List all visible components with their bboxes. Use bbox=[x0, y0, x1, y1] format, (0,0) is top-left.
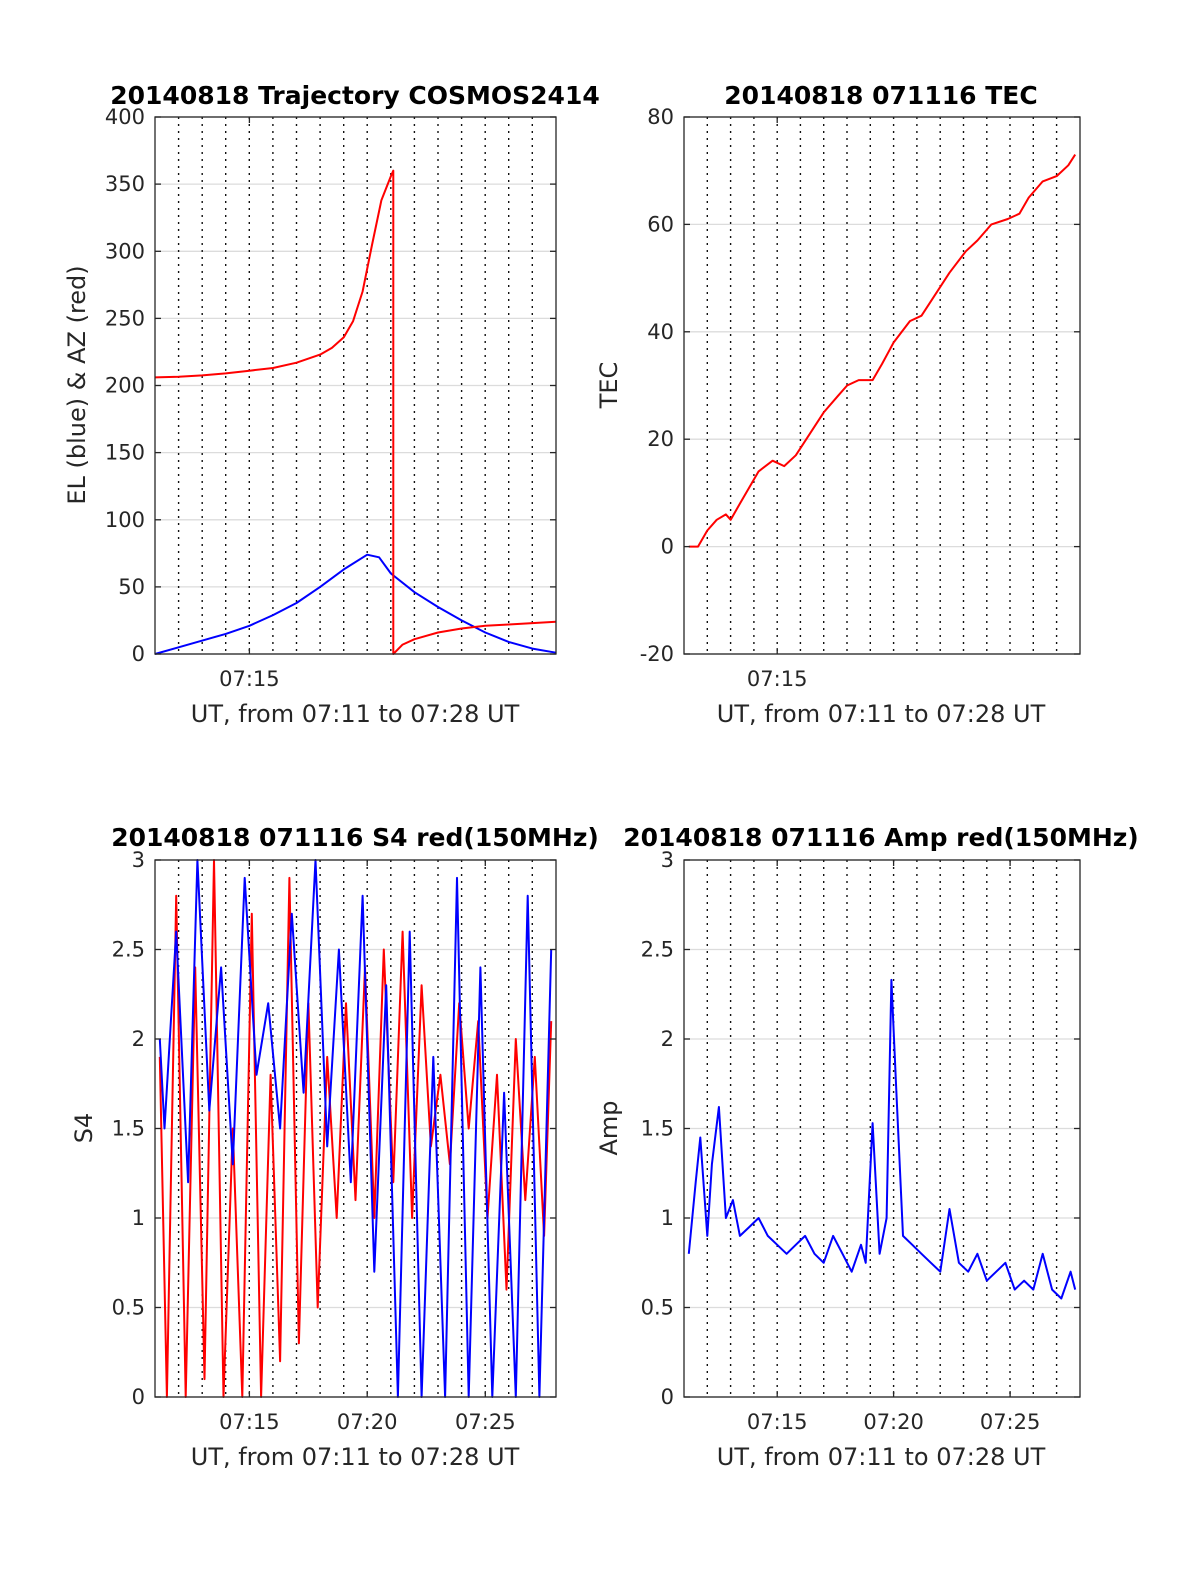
s4-title: 20140818 071116 S4 red(150MHz) bbox=[111, 823, 599, 852]
s4-xtick-label: 07:25 bbox=[455, 1410, 516, 1434]
trajectory-ytick-label: 200 bbox=[105, 374, 145, 398]
s4-series-1-line bbox=[158, 859, 553, 1398]
amp-ytick-label: 0.5 bbox=[641, 1296, 674, 1320]
amp-xtick-label: 07:25 bbox=[980, 1410, 1041, 1434]
s4-xtick-label: 07:15 bbox=[219, 1410, 280, 1434]
amp-xtick-label: 07:20 bbox=[863, 1410, 924, 1434]
amp-title: 20140818 071116 Amp red(150MHz) bbox=[623, 823, 1139, 852]
trajectory-title: 20140818 Trajectory COSMOS2414 bbox=[110, 81, 600, 110]
trajectory-ytick-label: 250 bbox=[105, 306, 145, 330]
s4-ytick-label: 0.5 bbox=[112, 1296, 145, 1320]
trajectory-ytick-label: 300 bbox=[105, 239, 145, 263]
trajectory-ylabel: EL (blue) & AZ (red) bbox=[63, 265, 91, 504]
tec-ytick-label: 20 bbox=[647, 427, 674, 451]
tec-panel: 20140818 071116 TEC UT, from 07:11 to 07… bbox=[595, 81, 1081, 728]
trajectory-ytick-label: 0 bbox=[132, 642, 145, 666]
tec-ytick-label: -20 bbox=[640, 642, 674, 666]
s4-panel: 20140818 071116 S4 red(150MHz) UT, from … bbox=[70, 823, 599, 1471]
s4-ytick-label: 3 bbox=[132, 848, 145, 872]
amp-ytick-label: 1 bbox=[661, 1206, 674, 1230]
s4-ytick-label: 0 bbox=[132, 1385, 145, 1409]
trajectory-ytick-label: 100 bbox=[105, 508, 145, 532]
tec-ytick-label: 60 bbox=[647, 212, 674, 236]
trajectory-ytick-label: 350 bbox=[105, 172, 145, 196]
s4-ytick-label: 1 bbox=[132, 1206, 145, 1230]
amp-panel: 20140818 071116 Amp red(150MHz) UT, from… bbox=[595, 823, 1139, 1471]
tec-xlabel: UT, from 07:11 to 07:28 UT bbox=[717, 700, 1046, 728]
s4-ytick-label: 2.5 bbox=[112, 938, 145, 962]
tec-ylabel: TEC bbox=[595, 362, 623, 410]
amp-ytick-label: 2 bbox=[661, 1027, 674, 1051]
s4-ytick-label: 1.5 bbox=[112, 1117, 145, 1141]
tec-ytick-label: 80 bbox=[647, 105, 674, 129]
tec-ytick-label: 0 bbox=[661, 535, 674, 559]
amp-ytick-label: 3 bbox=[661, 848, 674, 872]
trajectory-xlabel: UT, from 07:11 to 07:28 UT bbox=[191, 700, 520, 728]
amp-xtick-label: 07:15 bbox=[747, 1410, 808, 1434]
s4-ytick-label: 2 bbox=[132, 1027, 145, 1051]
trajectory-ytick-label: 400 bbox=[105, 105, 145, 129]
s4-ylabel: S4 bbox=[70, 1113, 98, 1144]
amp-ytick-label: 2.5 bbox=[641, 938, 674, 962]
amp-ytick-label: 1.5 bbox=[641, 1117, 674, 1141]
amp-series-0-line bbox=[687, 978, 1077, 1300]
tec-series-0-line bbox=[688, 154, 1077, 548]
trajectory-xtick-label: 07:15 bbox=[219, 667, 280, 691]
trajectory-ytick-label: 150 bbox=[105, 441, 145, 465]
trajectory-series-0-line bbox=[154, 553, 557, 655]
amp-xlabel: UT, from 07:11 to 07:28 UT bbox=[717, 1443, 1046, 1471]
trajectory-series-1-line bbox=[154, 169, 557, 655]
s4-xlabel: UT, from 07:11 to 07:28 UT bbox=[191, 1443, 520, 1471]
amp-ylabel: Amp bbox=[595, 1100, 623, 1155]
tec-axes-box bbox=[683, 116, 1081, 655]
amp-ytick-label: 0 bbox=[661, 1385, 674, 1409]
tec-xtick-label: 07:15 bbox=[747, 667, 808, 691]
trajectory-panel: 20140818 Trajectory COSMOS2414 UT, from … bbox=[63, 81, 600, 728]
trajectory-ytick-label: 50 bbox=[118, 575, 145, 599]
tec-title: 20140818 071116 TEC bbox=[724, 81, 1037, 110]
tec-ytick-label: 40 bbox=[647, 320, 674, 344]
s4-xtick-label: 07:20 bbox=[337, 1410, 398, 1434]
